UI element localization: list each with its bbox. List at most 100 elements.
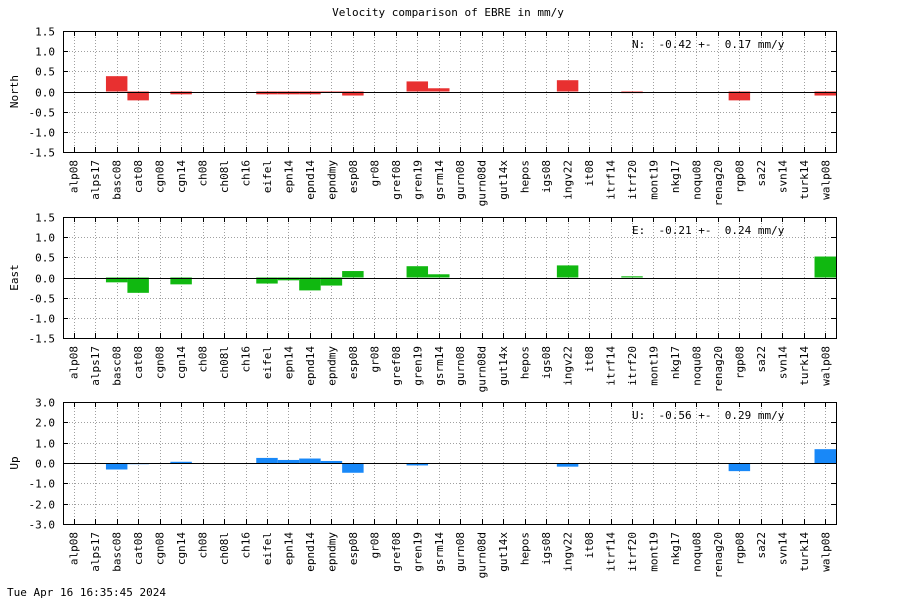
- bar-epnd14: [299, 277, 321, 291]
- x-tick-label: eifel: [261, 160, 274, 193]
- x-tick-label: epnd14: [304, 160, 317, 200]
- x-tick-label: mont19: [647, 346, 660, 386]
- x-tick-label: cgn08: [154, 532, 167, 565]
- y-tick-label: 0.0: [35, 458, 55, 471]
- y-tick-label: 1.0: [35, 46, 55, 59]
- x-tick-label: nkg17: [669, 346, 682, 379]
- x-tick-label: esp08: [347, 532, 360, 565]
- bar-cgn14: [170, 461, 192, 463]
- plot-frame: [63, 217, 837, 339]
- bar-walp08: [814, 449, 836, 463]
- x-tick-label: mont19: [647, 160, 660, 200]
- y-tick-label: -0.5: [29, 107, 56, 120]
- y-tick-label: -1.5: [29, 333, 56, 346]
- bar-epndmy: [320, 277, 343, 286]
- y-tick-label: -1.0: [29, 127, 56, 140]
- x-tick-label: itrf20: [626, 532, 639, 572]
- x-tick-label: itrf14: [605, 160, 618, 200]
- bar-cat08: [127, 277, 149, 293]
- x-tick-label: mont19: [647, 532, 660, 572]
- x-tick-label: epn14: [282, 532, 295, 565]
- y-tick-label: -3.0: [29, 519, 56, 532]
- x-tick-label: rgp08: [733, 160, 746, 193]
- bar-eifel: [256, 277, 278, 284]
- y-tick-label: 1.5: [35, 212, 55, 225]
- bar-esp08: [342, 91, 364, 96]
- summary-label: N: -0.42 +- 0.17 mm/y: [632, 38, 785, 51]
- x-tick-label: igs08: [540, 532, 553, 565]
- x-tick-label: svn14: [776, 346, 789, 379]
- x-tick-label: renag20: [712, 160, 725, 206]
- x-tick-label: ingv22: [562, 160, 575, 200]
- y-tick-label: 3.0: [35, 397, 55, 410]
- x-tick-label: ch08l: [218, 346, 231, 379]
- bar-ingv22: [556, 463, 579, 467]
- x-tick-label: alps17: [89, 160, 102, 200]
- x-tick-label: hepos: [519, 532, 532, 565]
- x-tick-label: alp08: [68, 346, 81, 379]
- x-tick-label: nkg17: [669, 532, 682, 565]
- x-tick-label: esp08: [347, 346, 360, 379]
- x-tick-label: cgn08: [154, 160, 167, 193]
- x-tick-label: eifel: [261, 532, 274, 565]
- x-tick-label: epnd14: [304, 346, 317, 386]
- x-tick-label: noqu08: [690, 532, 703, 572]
- x-tick-label: gut14x: [497, 532, 510, 572]
- bar-gren19: [406, 81, 429, 92]
- x-tick-label: gurn08: [454, 346, 467, 386]
- x-tick-label: alp08: [68, 160, 81, 193]
- x-tick-label: turk14: [798, 532, 811, 572]
- bar-cat08: [127, 91, 149, 101]
- x-tick-label: noqu08: [690, 346, 703, 386]
- x-tick-label: cgn14: [175, 532, 188, 565]
- x-tick-label: ch16: [240, 346, 253, 373]
- x-tick-label: gurn08d: [476, 346, 489, 392]
- bar-rgp08: [728, 463, 751, 472]
- bar-itrf20: [621, 276, 643, 278]
- x-tick-label: rgp08: [733, 532, 746, 565]
- y-tick-label: -1.0: [29, 313, 56, 326]
- x-tick-label: hepos: [519, 160, 532, 193]
- x-tick-label: itrf20: [626, 160, 639, 200]
- x-tick-label: ch08l: [218, 532, 231, 565]
- bar-gsrm14: [428, 88, 450, 92]
- plot-frame: [63, 31, 837, 153]
- y-tick-label: -1.0: [29, 478, 56, 491]
- x-tick-label: gr08: [368, 532, 381, 559]
- x-tick-label: ch16: [240, 532, 253, 559]
- bar-esp08: [342, 463, 364, 473]
- x-tick-label: gren19: [411, 346, 424, 386]
- x-tick-label: ch08l: [218, 160, 231, 193]
- x-tick-label: renag20: [712, 532, 725, 578]
- x-tick-label: walp08: [819, 532, 832, 572]
- x-tick-label: cat08: [132, 346, 145, 379]
- x-tick-label: epndmy: [325, 346, 338, 386]
- x-tick-label: basc08: [111, 532, 124, 572]
- bar-gren19: [406, 463, 429, 466]
- x-tick-label: walp08: [819, 160, 832, 200]
- x-tick-label: gr08: [368, 346, 381, 373]
- y-tick-label: 0.5: [35, 66, 55, 79]
- x-tick-label: basc08: [111, 346, 124, 386]
- panel-north: 1.5 1.0 0.5 0.0 -0.5 -1.0 -1.5 N: -0.42 +- 0.17…: [8, 26, 837, 206]
- x-tick-label: epn14: [282, 160, 295, 193]
- x-tick-label: eifel: [261, 346, 274, 379]
- x-tick-label: esp08: [347, 160, 360, 193]
- bar-esp08: [342, 271, 364, 278]
- x-tick-label: turk14: [798, 160, 811, 200]
- y-tick-label: 0.0: [35, 87, 55, 100]
- x-tick-label: ch08: [197, 160, 210, 187]
- x-tick-label: gut14x: [497, 160, 510, 200]
- x-tick-label: walp08: [819, 346, 832, 386]
- y-tick-label: 1.0: [35, 232, 55, 245]
- summary-label: E: -0.21 +- 0.24 mm/y: [632, 224, 785, 237]
- x-tick-label: gren19: [411, 160, 424, 200]
- x-tick-label: noqu08: [690, 160, 703, 200]
- x-tick-label: gsrm14: [433, 346, 446, 386]
- bar-epnd14: [299, 458, 321, 463]
- x-tick-label: it08: [583, 346, 596, 373]
- x-tick-label: gurn08d: [476, 160, 489, 206]
- x-tick-label: epn14: [282, 346, 295, 379]
- x-tick-label: it08: [583, 532, 596, 559]
